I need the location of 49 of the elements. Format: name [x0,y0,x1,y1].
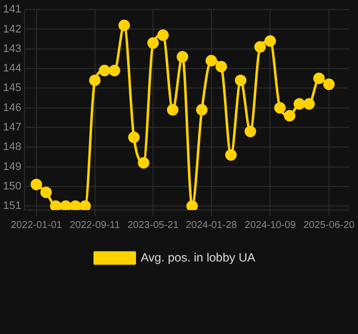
point [108,64,120,76]
x-tick-label: 2022-01-01 [10,220,62,231]
point [60,200,72,210]
y-tick-label: 144 [2,62,22,75]
y-tick-label: 150 [2,180,22,192]
point [50,200,62,210]
x-tick-label: 2023-05-21 [127,220,180,231]
point [244,126,256,138]
point [274,102,286,114]
y-tick-label: 149 [2,160,22,173]
point [30,178,42,190]
point [234,74,246,86]
point [147,37,159,49]
point [98,64,110,76]
point [215,60,227,72]
point [254,41,266,53]
x-tick-label: 2022-09-11 [70,220,120,231]
y-tick-label: 141 [2,4,22,16]
y-tick-label: 145 [2,82,22,94]
legend-label: Avg. pos. in lobby UA [140,250,256,264]
point [206,54,218,66]
y-tick-label: 148 [2,141,22,154]
point [196,104,208,116]
x-tick-label: 2024-01-28 [186,220,238,231]
point [225,149,237,161]
y-tick-label: 143 [2,42,22,55]
point [157,29,169,41]
y-tick-label: 146 [2,102,22,114]
y-tick-label: 147 [2,122,22,134]
point [89,74,101,86]
y-tick-label: 142 [2,23,22,36]
point [294,98,306,110]
point [313,72,325,84]
point [79,200,91,210]
point [128,132,140,144]
point [138,157,150,169]
point [186,200,198,210]
point [40,186,52,198]
point [284,110,296,122]
point [118,20,130,32]
point [303,98,315,110]
point [323,78,335,90]
point [264,35,276,47]
point [70,200,82,210]
y-tick-label: 151 [2,200,22,212]
x-tick-label: 2024-10-09 [244,220,296,231]
x-tick-label: 2025-06-20 [303,220,355,231]
point [176,51,188,63]
point [166,104,178,116]
